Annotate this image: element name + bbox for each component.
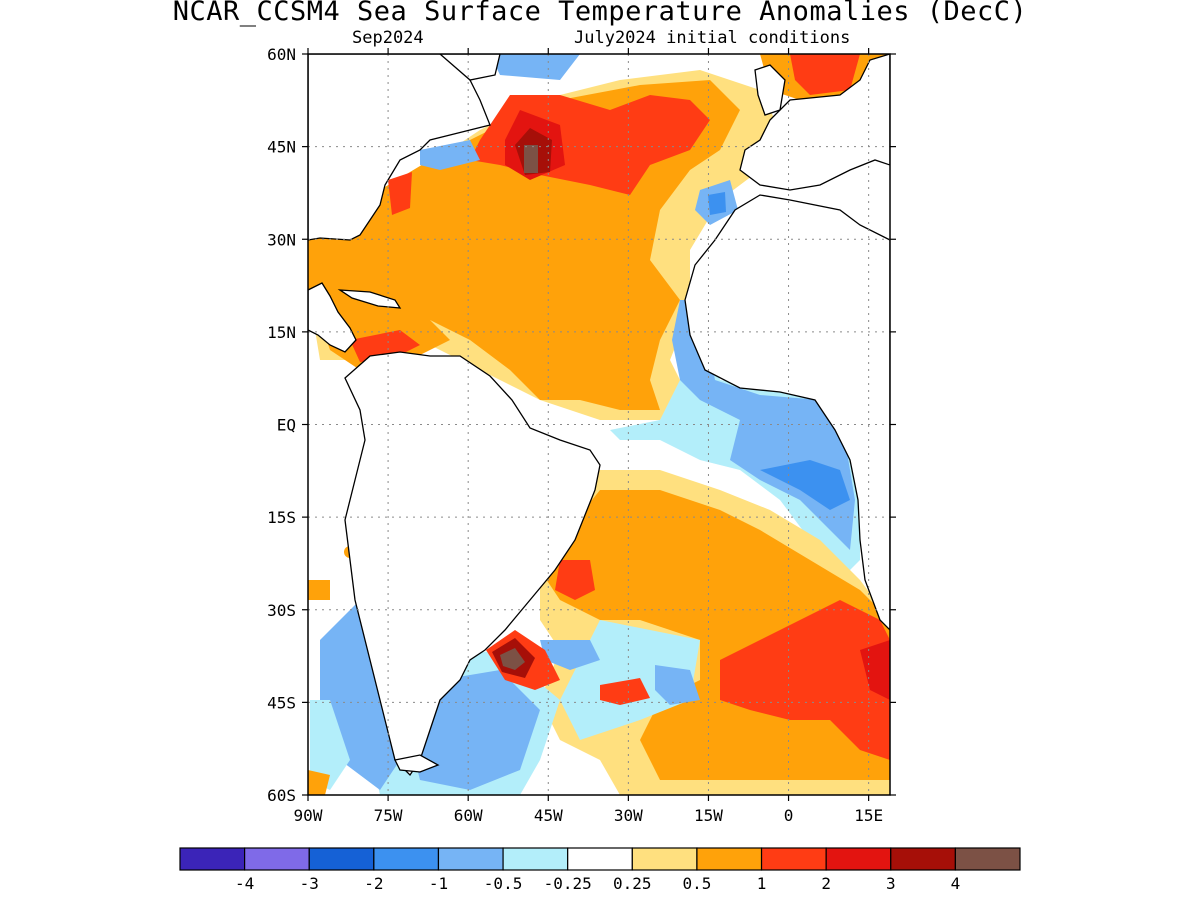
anomaly-south-mid-red bbox=[600, 678, 650, 705]
anomaly-south-atlantic-cold-core-2 bbox=[655, 665, 700, 705]
anomaly-pacific-cold-light bbox=[310, 700, 350, 790]
colorbar-swatch bbox=[244, 847, 310, 871]
anomaly-caribbean-red bbox=[350, 330, 420, 362]
colorbar-label: -3 bbox=[300, 874, 319, 893]
colorbar-swatch bbox=[179, 847, 246, 871]
anomaly-pacific-warm bbox=[308, 580, 330, 600]
colorbar-swatch bbox=[696, 847, 763, 871]
forecast-month-label: Sep2024 bbox=[352, 28, 424, 48]
colorbar bbox=[179, 847, 1021, 871]
lon-tick-label: 15W bbox=[694, 806, 723, 825]
anomaly-field bbox=[308, 54, 890, 795]
anomaly-south-atlantic-red bbox=[720, 600, 890, 760]
colorbar-swatch bbox=[890, 847, 956, 871]
colorbar-swatch bbox=[373, 847, 440, 871]
anomaly-azores-cold-core bbox=[708, 192, 726, 215]
tick-marks bbox=[302, 48, 896, 801]
lat-tick-label: 60N bbox=[267, 45, 296, 64]
colorbar-label: 4 bbox=[951, 874, 961, 893]
colorbar-swatch bbox=[631, 847, 698, 871]
lon-tick-label: 0 bbox=[784, 806, 794, 825]
anomaly-angola-cold-core bbox=[760, 460, 850, 510]
anomaly-rio-plata-peak bbox=[500, 648, 525, 670]
land-uk bbox=[754, 64, 786, 116]
lon-tick-label: 90W bbox=[294, 806, 323, 825]
lat-tick-label: 30N bbox=[267, 230, 296, 249]
land-cuba bbox=[337, 289, 402, 309]
land-south-america bbox=[344, 351, 601, 777]
anomaly-east-coast-red bbox=[388, 172, 412, 215]
land-tierra-del-fuego bbox=[394, 754, 440, 773]
colorbar-swatch bbox=[954, 847, 1021, 871]
grid-lines bbox=[308, 54, 890, 795]
lon-tick-label: 30W bbox=[614, 806, 643, 825]
lon-tick-label: 15E bbox=[854, 806, 883, 825]
colorbar-label: -4 bbox=[235, 874, 254, 893]
land-europe bbox=[739, 54, 890, 191]
colorbar-label: 1 bbox=[757, 874, 767, 893]
colorbar-label: 0.25 bbox=[613, 874, 652, 893]
anomaly-gulf-mexico bbox=[308, 230, 370, 290]
colorbar-label: -1 bbox=[429, 874, 448, 893]
lat-tick-label: 45N bbox=[267, 138, 296, 157]
colorbar-swatch bbox=[567, 847, 633, 871]
colorbar-label: -2 bbox=[364, 874, 383, 893]
land-africa bbox=[684, 194, 890, 631]
colorbar-swatch bbox=[502, 847, 569, 871]
initial-conditions-label: July2024 initial conditions bbox=[574, 28, 851, 48]
colorbar-swatch bbox=[825, 847, 892, 871]
lat-tick-label: 60S bbox=[267, 786, 296, 805]
land-greenland-labrador bbox=[439, 54, 501, 81]
colorbar-labels: -4 -3 -2 -1 -0.5 -0.25 0.25 0.5 1 2 3 4 bbox=[235, 874, 960, 893]
lon-tick-label: 45W bbox=[534, 806, 563, 825]
lat-tick-label: 30S bbox=[267, 601, 296, 620]
anomaly-south-atlantic-dark-red bbox=[860, 640, 890, 700]
anomaly-gulf-stream-peak bbox=[524, 145, 538, 173]
lat-tick-label: 15N bbox=[267, 323, 296, 342]
anomaly-patagonia-cold bbox=[410, 670, 540, 790]
colorbar-label: -0.25 bbox=[544, 874, 592, 893]
anomaly-northeast-red bbox=[790, 54, 860, 95]
colorbar-label: 0.5 bbox=[682, 874, 711, 893]
colorbar-swatch bbox=[308, 847, 375, 871]
colorbar-swatch bbox=[437, 847, 504, 871]
lat-tick-label: 15S bbox=[267, 508, 296, 527]
lat-tick-label: EQ bbox=[277, 416, 296, 435]
colorbar-label: 3 bbox=[886, 874, 896, 893]
anomaly-labrador-cold bbox=[490, 54, 580, 80]
land-central-america bbox=[308, 282, 357, 353]
anomaly-brazil-red bbox=[555, 560, 595, 600]
anomaly-nova-scotia-cold bbox=[420, 140, 480, 170]
anomaly-south-atlantic-cold-core bbox=[540, 640, 600, 670]
map-title: NCAR_CCSM4 Sea Surface Temperature Anoma… bbox=[172, 0, 1028, 27]
colorbar-label: -0.5 bbox=[484, 874, 523, 893]
lat-tick-label: 45S bbox=[267, 693, 296, 712]
lon-tick-label: 75W bbox=[374, 806, 403, 825]
colorbar-swatch bbox=[760, 847, 827, 871]
colorbar-label: 2 bbox=[821, 874, 831, 893]
lon-tick-label: 60W bbox=[454, 806, 483, 825]
anomaly-pacific-warm-south bbox=[308, 770, 330, 795]
